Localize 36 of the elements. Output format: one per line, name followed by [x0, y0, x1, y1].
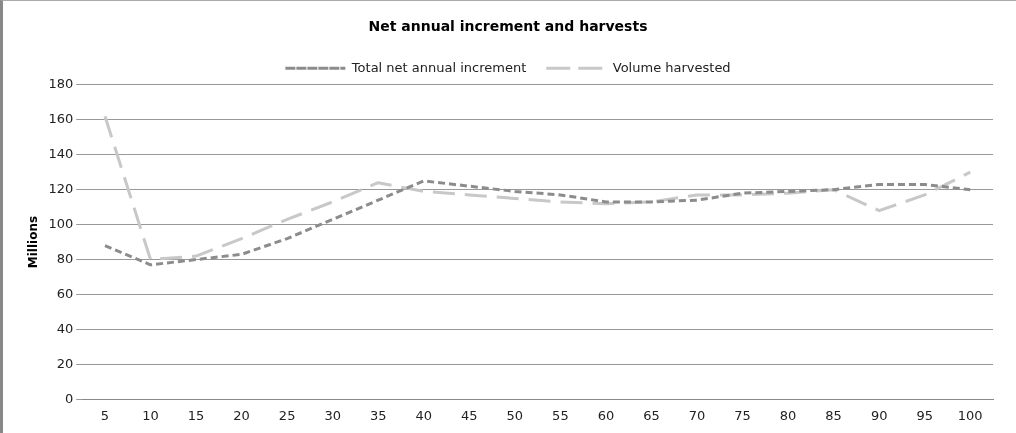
line-series	[103, 179, 972, 267]
x-tick-label: 60	[597, 407, 615, 423]
x-tick-label: 85	[825, 407, 842, 423]
x-tick-label: 45	[461, 407, 478, 423]
x-tick-label: 70	[688, 407, 706, 423]
y-tick-label: 120	[48, 181, 74, 197]
y-tick-label: 60	[56, 285, 74, 301]
line-series	[103, 114, 972, 262]
y-tick-label: 180	[48, 76, 74, 92]
x-tick-label: 30	[324, 407, 341, 423]
x-tick-label: 20	[233, 407, 250, 423]
x-tick-label: 15	[187, 407, 205, 423]
y-tick-label: 100	[48, 216, 74, 231]
x-tick-label: 55	[552, 407, 569, 423]
x-tick-label: 40	[415, 407, 433, 423]
chart-title: Net annual increment and harvests	[368, 18, 648, 35]
x-tick-label: 65	[643, 407, 660, 423]
x-tick-label: 25	[278, 407, 296, 423]
y-axis-title: Millions	[26, 215, 41, 269]
y-tick-label: 160	[48, 111, 74, 127]
x-tick-label: 80	[779, 407, 797, 423]
x-tick-label: 35	[369, 407, 387, 423]
x-tick-label: 100	[957, 407, 983, 423]
y-tick-label: 80	[56, 250, 74, 266]
x-tick-label: 5	[100, 407, 110, 423]
x-tick-label: 10	[142, 407, 159, 423]
x-tick-label: 90	[870, 407, 888, 423]
y-tick-label: 0	[64, 390, 74, 406]
x-tick-label: 75	[734, 407, 751, 423]
y-tick-label: 40	[56, 320, 74, 336]
x-tick-label: 95	[916, 407, 933, 423]
legend-label: Volume harvested	[612, 59, 731, 75]
legend-label: Total net annual increment	[350, 59, 527, 75]
x-tick-label: 50	[506, 407, 524, 423]
y-tick-label: 140	[48, 146, 74, 162]
y-tick-label: 20	[56, 355, 74, 371]
